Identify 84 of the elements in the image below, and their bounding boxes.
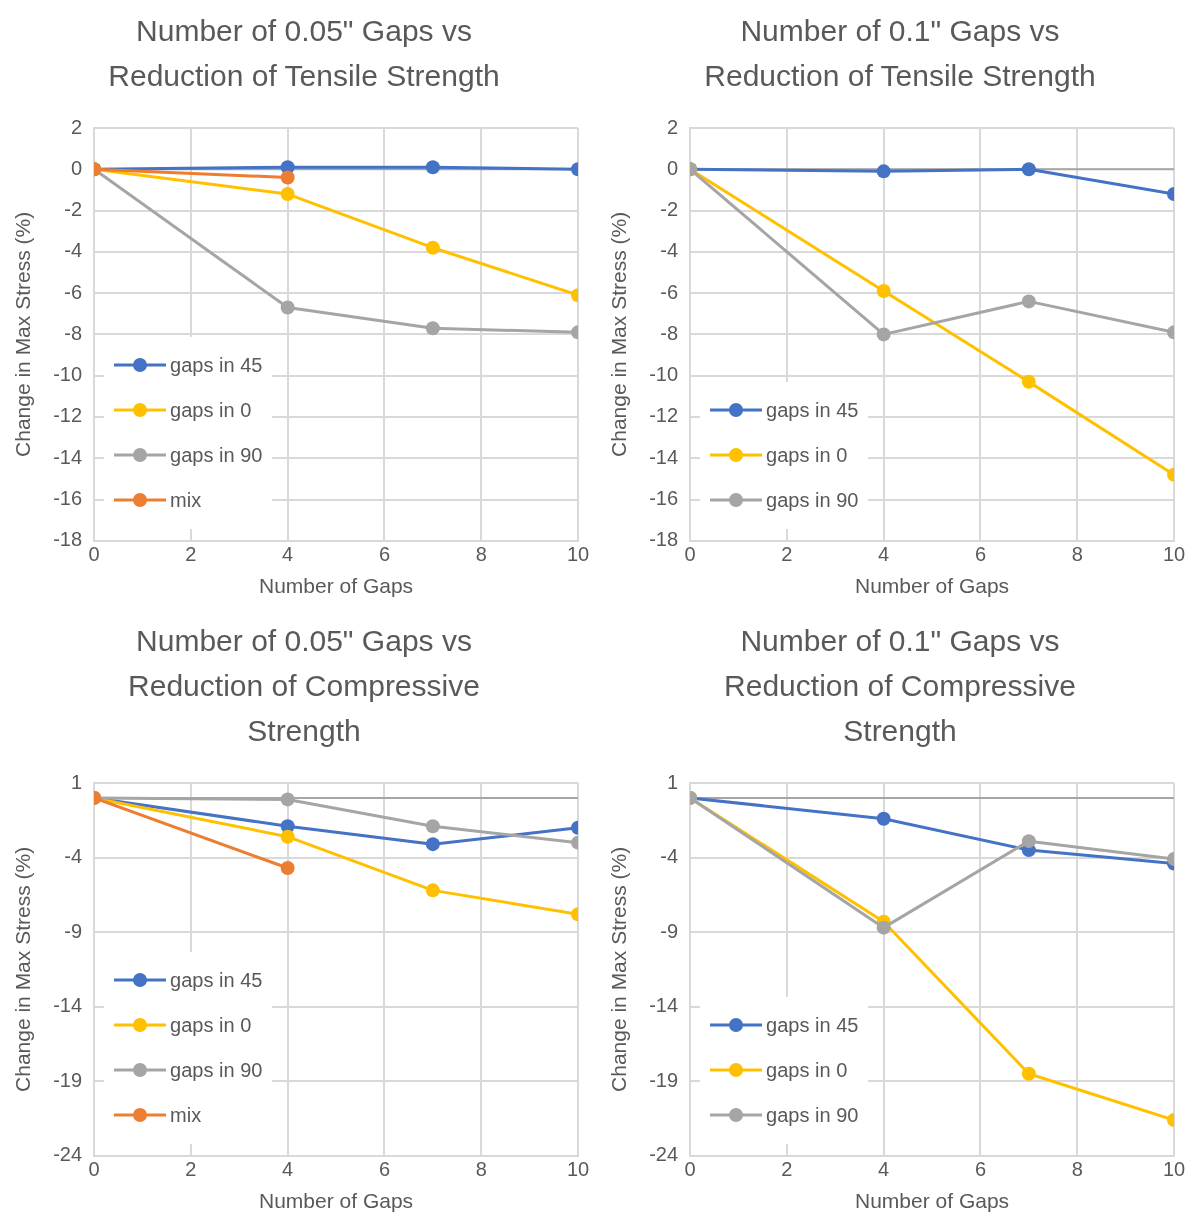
- y-tick-label: 2: [70, 115, 83, 138]
- x-axis-title: Number of Gaps: [259, 1189, 414, 1213]
- y-tick-label: -14: [53, 445, 83, 468]
- x-tick-label: 10: [1162, 1158, 1186, 1181]
- legend-label: gaps in 90: [766, 488, 859, 512]
- y-tick-label: -4: [660, 845, 679, 868]
- legend-label: gaps in 90: [766, 1103, 859, 1127]
- legend-label: gaps in 90: [170, 443, 263, 467]
- x-tick-label: 8: [1071, 1158, 1083, 1181]
- x-tick-label: 2: [185, 543, 197, 566]
- legend-label: gaps in 0: [766, 1058, 848, 1082]
- legend-label: gaps in 0: [170, 1013, 252, 1037]
- y-tick-label: 0: [666, 156, 679, 179]
- legend-label: gaps in 0: [766, 443, 848, 467]
- chart-title: Number of 0.05" Gaps vs Reduction of Compressive Strength: [127, 623, 481, 749]
- legend-label: gaps in 45: [766, 1013, 859, 1037]
- x-axis-title: Number of Gaps: [855, 574, 1010, 598]
- x-tick-label: 2: [185, 1158, 197, 1181]
- y-axis-title: Change in Max Stress (%): [607, 846, 631, 1092]
- legend-label: gaps in 45: [170, 968, 263, 992]
- x-tick-label: 6: [378, 1158, 391, 1181]
- y-tick-label: -14: [53, 994, 83, 1017]
- y-tick-label: -10: [649, 363, 679, 386]
- y-tick-label: -14: [649, 445, 679, 468]
- x-axis-title: Number of Gaps: [855, 1189, 1010, 1213]
- y-tick-label: -2: [64, 198, 83, 221]
- y-tick-label: 1: [70, 770, 83, 793]
- chart-title: Number of 0.1" Gaps vs Reduction of Compressive Strength: [723, 623, 1077, 749]
- y-tick-label: -24: [649, 1143, 679, 1166]
- x-tick-label: 4: [878, 543, 890, 566]
- legend-label: gaps in 90: [170, 1058, 263, 1082]
- y-tick-label: -4: [64, 845, 83, 868]
- x-tick-label: 0: [88, 543, 100, 566]
- legend-label: gaps in 45: [766, 398, 859, 422]
- y-tick-label: -24: [53, 1143, 83, 1166]
- x-tick-label: 4: [282, 1158, 294, 1181]
- y-axis-title: Change in Max Stress (%): [607, 211, 631, 457]
- y-tick-label: 2: [666, 115, 679, 138]
- y-tick-label: -8: [660, 321, 679, 344]
- legend-label: mix: [170, 488, 202, 512]
- x-tick-label: 0: [684, 543, 696, 566]
- y-tick-label: -16: [53, 487, 83, 510]
- y-tick-label: -16: [649, 487, 679, 510]
- chart-title: Number of 0.05" Gaps vs Reduction of Tensile Strength: [107, 13, 501, 94]
- y-tick-label: -4: [660, 239, 679, 262]
- x-tick-label: 8: [1071, 543, 1083, 566]
- y-tick-label: -6: [660, 280, 679, 303]
- y-tick-label: -9: [660, 919, 679, 942]
- y-tick-label: -18: [649, 528, 679, 551]
- y-tick-label: -12: [649, 404, 679, 427]
- y-tick-label: -18: [53, 528, 83, 551]
- x-axis-title: Number of Gaps: [259, 574, 414, 598]
- x-tick-label: 6: [974, 1158, 987, 1181]
- x-tick-label: 0: [88, 1158, 100, 1181]
- x-tick-label: 6: [378, 543, 391, 566]
- chart-title: Number of 0.1" Gaps vs Reduction of Tensile Strength: [703, 13, 1097, 94]
- x-tick-label: 0: [684, 1158, 696, 1181]
- x-tick-label: 10: [1162, 543, 1186, 566]
- legend-label: mix: [170, 1103, 202, 1127]
- x-tick-label: 8: [475, 1158, 487, 1181]
- x-tick-label: 4: [282, 543, 294, 566]
- x-tick-label: 6: [974, 543, 987, 566]
- y-tick-label: -19: [53, 1068, 83, 1091]
- x-tick-label: 10: [566, 1158, 590, 1181]
- y-tick-label: -2: [660, 198, 679, 221]
- y-tick-label: 1: [666, 770, 679, 793]
- y-tick-label: -10: [53, 363, 83, 386]
- x-tick-label: 4: [878, 1158, 890, 1181]
- y-tick-label: -12: [53, 404, 83, 427]
- y-tick-label: -4: [64, 239, 83, 262]
- x-tick-label: 2: [781, 1158, 793, 1181]
- y-tick-label: -6: [64, 280, 83, 303]
- legend-label: gaps in 45: [170, 353, 263, 377]
- x-tick-label: 2: [781, 543, 793, 566]
- y-tick-label: -8: [64, 321, 83, 344]
- x-tick-label: 10: [566, 543, 590, 566]
- y-axis-title: Change in Max Stress (%): [11, 846, 35, 1092]
- y-tick-label: -9: [64, 919, 83, 942]
- y-tick-label: 0: [70, 156, 83, 179]
- y-tick-label: -14: [649, 994, 679, 1017]
- x-tick-label: 8: [475, 543, 487, 566]
- y-axis-title: Change in Max Stress (%): [11, 211, 35, 457]
- y-tick-label: -19: [649, 1068, 679, 1091]
- legend-label: gaps in 0: [170, 398, 252, 422]
